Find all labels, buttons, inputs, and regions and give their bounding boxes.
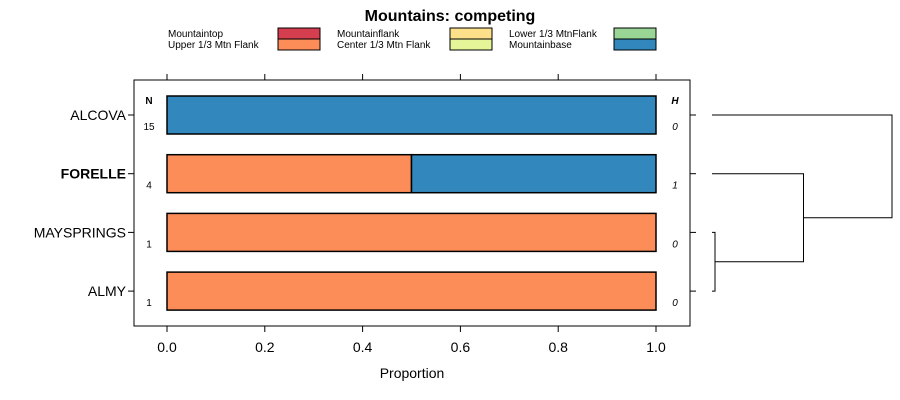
h-column-header: H bbox=[671, 96, 679, 107]
n-value-almy: 1 bbox=[146, 298, 152, 309]
x-axis-title: Proportion bbox=[380, 365, 445, 381]
category-label-alcova: ALCOVA bbox=[70, 107, 126, 123]
category-label-forelle: FORELLE bbox=[61, 166, 126, 182]
dendrogram-branch-2 bbox=[712, 114, 893, 219]
category-labels: ALCOVA 15 0 FORELLE 4 1 MAYSPRINGS 1 0 ALMY 1 0 bbox=[34, 107, 696, 309]
x-tick-label-0-4: 0.4 bbox=[353, 339, 373, 355]
legend-label-upper-1-3-mtn-flank: Upper 1/3 Mtn Flank bbox=[168, 40, 260, 51]
legend-label-mountaintop: Mountaintop bbox=[168, 29, 223, 40]
dendrogram-branch-0 bbox=[712, 231, 716, 292]
x-tick-label-0-8: 0.8 bbox=[548, 339, 568, 355]
n-value-forelle: 4 bbox=[146, 181, 152, 192]
legend-label-lower-1-3-mtnflank: Lower 1/3 MtnFlank bbox=[509, 29, 598, 40]
h-value-maysprings: 0 bbox=[672, 239, 678, 250]
x-tick-label-0-0: 0.0 bbox=[157, 339, 177, 355]
legend-swatch-lower-1-3-mtnflank bbox=[613, 27, 657, 40]
dendrogram-branch-1 bbox=[712, 173, 804, 263]
n-value-maysprings: 1 bbox=[146, 239, 152, 250]
category-label-almy: ALMY bbox=[88, 283, 127, 299]
legend-swatch-upper-1-3-mtn-flank bbox=[277, 38, 321, 51]
legend-swatch-mountaintop bbox=[277, 27, 321, 40]
h-value-forelle: 1 bbox=[672, 181, 678, 192]
legend-label-mountainbase: Mountainbase bbox=[509, 40, 572, 51]
bar-almy-upper-1-3-mtn-flank bbox=[166, 271, 657, 311]
h-value-almy: 0 bbox=[672, 298, 678, 309]
legend-label-mountainflank: Mountainflank bbox=[337, 29, 400, 40]
bar-maysprings-upper-1-3-mtn-flank bbox=[166, 212, 657, 253]
n-value-alcova: 15 bbox=[143, 122, 155, 133]
bar-forelle-mountainbase bbox=[410, 153, 657, 194]
bar-alcova-mountainbase bbox=[166, 95, 657, 135]
legend-swatch-mountainbase bbox=[613, 38, 657, 51]
category-label-maysprings: MAYSPRINGS bbox=[34, 224, 126, 240]
dendrogram bbox=[712, 114, 893, 292]
bar-forelle-upper-1-3-mtn-flank bbox=[166, 153, 413, 194]
bars-group bbox=[166, 95, 657, 311]
legend-swatch-center-1-3-mtn-flank bbox=[449, 38, 493, 51]
x-tick-label-1-0: 1.0 bbox=[646, 339, 666, 355]
chart-title: Mountains: competing bbox=[365, 8, 536, 25]
x-tick-label-0-2: 0.2 bbox=[255, 339, 275, 355]
x-tick-label-0-6: 0.6 bbox=[451, 339, 471, 355]
plot-frame bbox=[133, 79, 691, 327]
h-value-alcova: 0 bbox=[672, 122, 678, 133]
x-axis: 0.0 0.2 0.4 0.6 0.8 1.0 bbox=[157, 74, 666, 355]
legend-swatch-mountainflank bbox=[449, 27, 493, 40]
legend-label-center-1-3-mtn-flank: Center 1/3 Mtn Flank bbox=[337, 40, 431, 51]
n-column-header: N bbox=[145, 96, 152, 107]
